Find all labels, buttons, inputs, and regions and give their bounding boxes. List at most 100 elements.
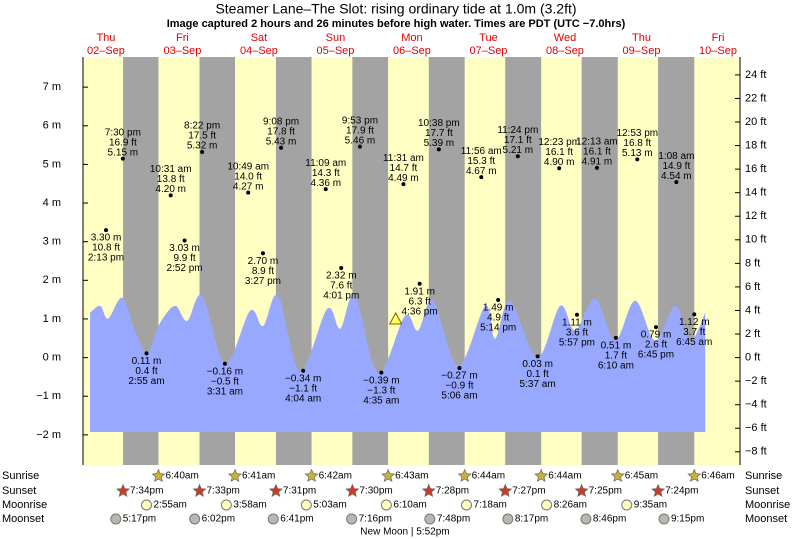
row-label: Sunset — [2, 485, 36, 497]
day-weekday: Tue — [479, 32, 498, 44]
moonrise-icon — [220, 499, 232, 511]
moonset-icon — [346, 513, 358, 525]
tide-label: 6:45 pm — [638, 350, 674, 361]
y-tick-label: 0 m — [43, 351, 61, 363]
tide-label: 11:31 am — [383, 153, 424, 164]
tide-label: 0.79 m — [641, 330, 672, 341]
tide-label: 3:27 pm — [245, 276, 281, 287]
y-tick-label: 3 m — [43, 236, 61, 248]
tide-label: 4:35 am — [363, 395, 399, 406]
day-date: 08–Sep — [546, 45, 584, 57]
tide-label: 3.30 m — [91, 233, 122, 244]
tide-label: 17.9 ft — [346, 125, 374, 136]
tide-label: 1:08 am — [658, 151, 694, 162]
y2-tick-label: 12 ft — [745, 210, 766, 222]
sunrise-icon — [610, 468, 625, 482]
moonrise-icon — [140, 499, 152, 511]
tide-label: 11:56 am — [461, 146, 502, 157]
tide-label: 10:49 am — [227, 161, 269, 172]
tide-label: −1.1 ft — [289, 383, 317, 394]
tide-label: 4.20 m — [155, 184, 186, 195]
tide-label: 16.9 ft — [109, 137, 137, 148]
tide-label: 1.7 ft — [605, 351, 627, 362]
moonrise-time: 8:26am — [554, 500, 587, 511]
tide-label: 5.32 m — [187, 141, 218, 152]
day-date: 04–Sep — [240, 45, 278, 57]
day-weekday: Thu — [632, 32, 651, 44]
sunrise-time: 6:40am — [165, 471, 198, 482]
tide-label: 0.4 ft — [135, 366, 157, 377]
y2-tick-label: 2 ft — [745, 328, 760, 340]
y2-tick-label: 4 ft — [745, 304, 760, 316]
moonset-time: 5:17pm — [123, 514, 156, 525]
sunset-time: 7:25pm — [589, 486, 622, 497]
moonset-time: 9:15pm — [671, 514, 704, 525]
sunset-icon — [345, 483, 360, 497]
sunset-icon — [421, 483, 436, 497]
tide-label: 16.1 ft — [583, 147, 611, 158]
tide-label: 17.8 ft — [267, 126, 295, 137]
tide-label: 3.6 ft — [566, 327, 588, 338]
tide-label: 10:31 am — [150, 164, 192, 175]
tide-label: 14.3 ft — [312, 168, 340, 179]
tide-label: 1.12 m — [679, 317, 710, 328]
tide-label: 9.9 ft — [173, 253, 195, 264]
day-date: 06–Sep — [393, 45, 431, 57]
y2-tick-label: 24 ft — [745, 69, 766, 81]
y2-tick-label: −6 ft — [745, 422, 767, 434]
tide-extreme-dot — [357, 144, 362, 149]
tide-label: 5:37 am — [520, 379, 556, 390]
tide-extreme-dot — [104, 228, 109, 233]
sunset-time: 7:24pm — [665, 486, 698, 497]
tide-extreme-dot — [496, 298, 501, 303]
tide-label: 0.1 ft — [527, 369, 549, 380]
moonset-time: 7:16pm — [359, 514, 392, 525]
tide-label: 4:36 pm — [402, 306, 438, 317]
row-label: Moonset — [2, 513, 44, 525]
tide-label: 5.43 m — [266, 136, 297, 147]
day-weekday: Sun — [326, 32, 346, 44]
row-label: Sunrise — [2, 470, 39, 482]
y-tick-label: −2 m — [36, 429, 61, 441]
day-weekday: Sat — [251, 32, 268, 44]
tide-label: 7:30 pm — [105, 127, 141, 138]
tide-label: 9:08 pm — [263, 116, 299, 127]
tide-label: 0.51 m — [601, 341, 632, 352]
tide-label: 10:38 pm — [418, 118, 460, 129]
y2-tick-label: 22 ft — [745, 92, 766, 104]
tide-extreme-dot — [635, 157, 640, 162]
tide-label: 6:10 am — [598, 361, 634, 372]
moonset-icon — [658, 513, 670, 525]
tide-label: 4.36 m — [310, 178, 341, 189]
y-tick-label: 7 m — [43, 81, 61, 93]
tide-label: 8.9 ft — [252, 266, 274, 277]
tide-label: −0.5 ft — [211, 376, 239, 387]
tide-label: 14.7 ft — [390, 163, 418, 174]
moonrise-icon — [541, 499, 553, 511]
moonset-time: 8:46pm — [593, 514, 626, 525]
tide-label: 4.54 m — [661, 171, 692, 182]
sunset-icon — [116, 483, 131, 497]
sunset-icon — [651, 483, 666, 497]
y-tick-label: −1 m — [36, 390, 61, 402]
tide-extreme-dot — [457, 366, 462, 371]
sunset-icon — [574, 483, 589, 497]
moon-phase: New Moon | 5:52pm — [360, 527, 449, 538]
tide-extreme-dot — [246, 190, 251, 195]
now-marker — [388, 311, 403, 325]
tide-label: 5.21 m — [503, 145, 534, 156]
moonrise-time: 7:18am — [473, 500, 506, 511]
row-label: Sunset — [745, 485, 779, 497]
tide-label: 16.8 ft — [623, 138, 651, 149]
tide-curve — [90, 294, 706, 432]
moonrise-icon — [621, 499, 633, 511]
tide-label: 9:53 pm — [342, 115, 378, 126]
sunrise-time: 6:45am — [625, 471, 658, 482]
tide-label: 0.03 m — [522, 359, 553, 370]
tide-label: 17.7 ft — [425, 128, 453, 139]
moonset-icon — [189, 513, 201, 525]
y2-tick-label: 16 ft — [745, 163, 766, 175]
tide-label: 1.49 m — [483, 303, 514, 314]
tide-extreme-dot — [168, 193, 173, 198]
